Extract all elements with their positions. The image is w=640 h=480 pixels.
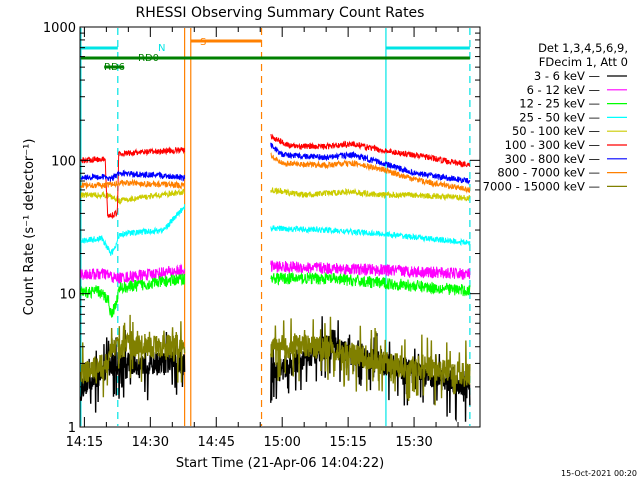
legend-label: 12 - 25 keV — [519,97,600,111]
chart-title: RHESSI Observing Summary Count Rates [136,5,425,21]
legend-label: 7000 - 15000 keV — [483,179,600,193]
legend-header-line-2: FDecim 1, Att 0 [539,55,628,69]
series-line-7 [80,178,186,190]
legend-label: 800 - 7000 keV — [497,166,600,180]
legend-label: 100 - 300 keV — [505,138,600,152]
flag-label-rd6: RD6 [104,62,125,73]
series-line-3 [270,225,471,247]
series-line-7 [270,152,471,194]
y-axis-label: Count Rate (s⁻¹ detector⁻¹) [22,139,37,316]
series-line-4 [270,187,471,202]
legend-label: 3 - 6 keV — [534,69,600,83]
series-line-2 [270,271,471,297]
x-tick-label: 15:00 [263,435,300,450]
x-tick-label: 14:30 [132,435,169,450]
x-tick-label: 14:45 [198,435,235,450]
series-line-2 [80,273,186,318]
x-tick-label: 15:15 [329,435,366,450]
plot-frame [79,26,481,428]
footer-date: 15-Oct-2021 00:20 [561,469,637,478]
x-tick-label: 15:30 [395,435,432,450]
legend-label: 50 - 100 keV — [512,124,600,138]
flag-label-n: N [158,43,165,54]
series-line-6 [270,142,471,185]
legend-label: 25 - 50 keV — [519,110,600,124]
series-line-1 [80,263,186,284]
legend-label: 6 - 12 keV — [527,83,600,97]
x-axis-label: Start Time (21-Apr-06 14:04:22) [176,456,384,471]
y-tick-label: 1000 [43,21,76,36]
series-line-4 [80,188,185,205]
y-tick-label: 10 [59,288,76,303]
x-tick-label: 14:15 [66,435,103,450]
series-line-6 [80,169,186,182]
legend-label: 300 - 800 keV — [505,152,600,166]
series-line-3 [80,204,186,256]
y-tick-label: 1 [68,421,76,436]
flag-label-rd0: RD0 [138,53,159,64]
series-line-5 [80,146,186,220]
y-tick-label: 100 [51,154,76,169]
flag-label-s: S [200,37,206,48]
series-line-5 [270,133,471,168]
series-line-8 [80,314,186,398]
series-line-8 [270,316,471,406]
legend-header-line-1: Det 1,3,4,5,6,9, [538,41,628,55]
series-line-1 [270,260,471,280]
